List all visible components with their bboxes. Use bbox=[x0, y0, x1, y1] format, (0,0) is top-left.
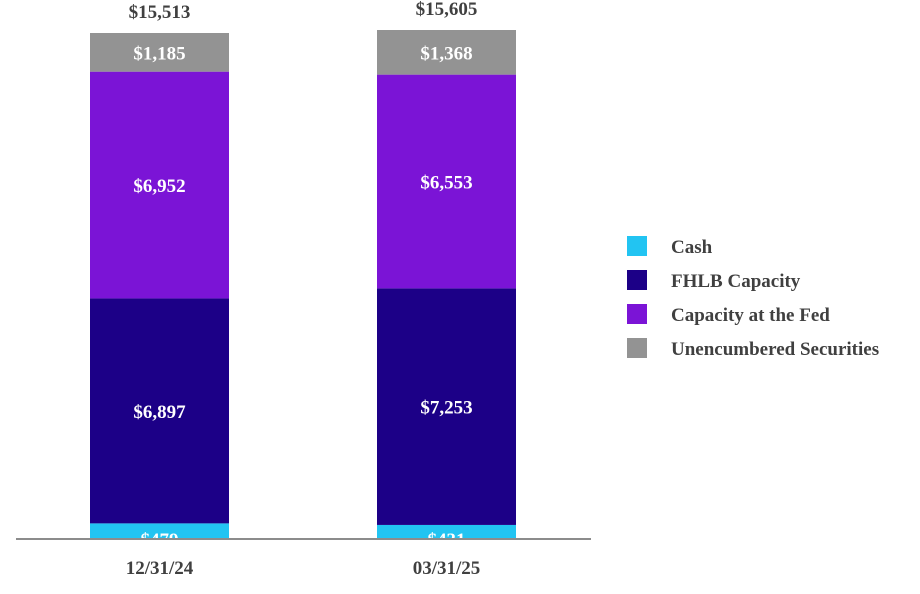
bars-group bbox=[90, 30, 516, 539]
segment-label: $7,253 bbox=[420, 398, 472, 419]
segment-label: $6,553 bbox=[420, 172, 472, 193]
segment-label: $1,185 bbox=[133, 43, 185, 64]
segment-label: $1,368 bbox=[420, 43, 472, 64]
legend-label: Cash bbox=[671, 237, 713, 258]
bar-segment-capacity-at-the-fed-0 bbox=[90, 71, 229, 299]
segment-label: $6,952 bbox=[133, 176, 185, 197]
legend-swatch bbox=[627, 236, 647, 256]
segment-label: $431 bbox=[428, 530, 466, 551]
category-labels-group: 12/31/24 03/31/25 bbox=[126, 558, 481, 579]
legend-label: Unencumbered Securities bbox=[671, 339, 879, 360]
bar-segment-capacity-at-the-fed-1 bbox=[377, 74, 516, 289]
bar-segment-cash-1 bbox=[377, 524, 516, 539]
total-label: $15,513 bbox=[129, 2, 191, 23]
legend: Cash FHLB Capacity Capacity at the Fed Unen… bbox=[627, 236, 879, 360]
bar-segment-unencumbered-securities-0 bbox=[90, 33, 229, 72]
bar-segment-fhlb-capacity-1 bbox=[377, 288, 516, 525]
segment-label: $479 bbox=[141, 530, 179, 551]
legend-label: Capacity at the Fed bbox=[671, 305, 830, 326]
legend-swatch bbox=[627, 338, 647, 358]
legend-label: FHLB Capacity bbox=[671, 271, 801, 292]
legend-swatch bbox=[627, 304, 647, 324]
bar-segment-fhlb-capacity-0 bbox=[90, 298, 229, 524]
category-label: 03/31/25 bbox=[413, 558, 481, 579]
category-label: 12/31/24 bbox=[126, 558, 194, 579]
total-label: $15,605 bbox=[416, 0, 478, 20]
segment-label: $6,897 bbox=[133, 402, 186, 423]
totals-group: $15,513 $15,605 bbox=[129, 0, 478, 23]
bar-segment-cash-0 bbox=[90, 523, 229, 539]
bar-segment-unencumbered-securities-1 bbox=[377, 30, 516, 75]
segment-labels-group: $479 $6,897 $6,952 $1,185 $431 $7,253 $6,553 $1… bbox=[133, 43, 472, 551]
legend-swatch bbox=[627, 270, 647, 290]
